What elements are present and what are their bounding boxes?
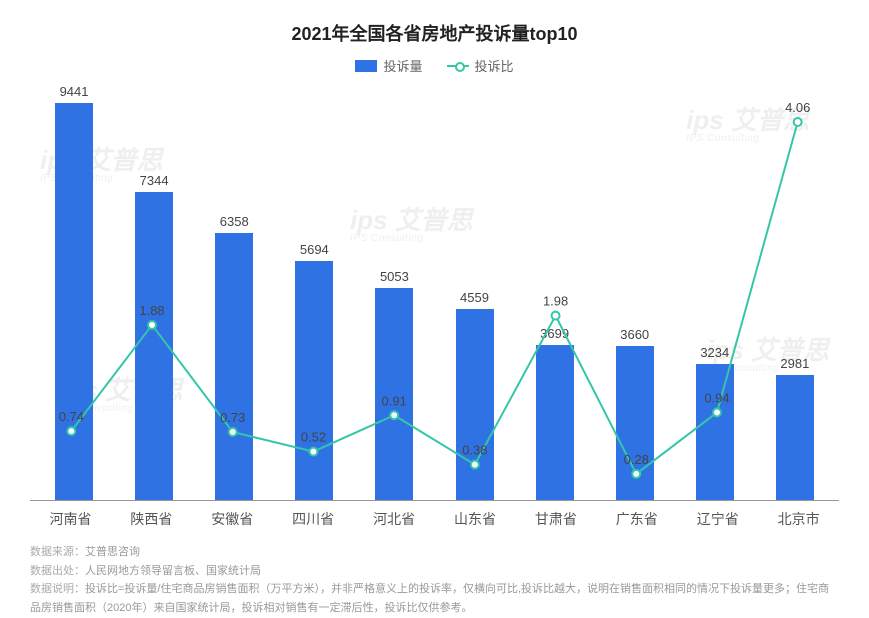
x-tick-label: 安徽省 (192, 509, 273, 529)
x-tick-label: 河北省 (354, 509, 435, 529)
bar (456, 309, 494, 500)
bar-slot: 3234 (675, 345, 755, 500)
bar (696, 364, 734, 500)
bar-slot: 3660 (595, 327, 675, 500)
legend-bar-label: 投诉量 (383, 56, 422, 75)
bar-value-label: 9441 (60, 84, 89, 99)
x-tick-label: 甘肃省 (515, 509, 596, 529)
x-tick-label: 山东省 (435, 509, 516, 529)
bar-value-label: 3234 (700, 345, 729, 360)
bar (616, 346, 654, 500)
bar-slot: 3699 (515, 326, 595, 500)
bar-value-label: 5694 (300, 242, 329, 257)
footer-notes: 数据来源：艾普思咨询 数据出处：人民网地方领导留言板、国家统计局 数据说明：投诉… (30, 543, 839, 618)
bar-slot: 6358 (194, 214, 274, 500)
bars-group: 9441 7344 6358 5694 5053 4559 3699 3660 3234 2981 (30, 81, 839, 500)
legend-line: 投诉比 (447, 56, 514, 75)
x-tick-label: 陕西省 (111, 509, 192, 529)
bar-value-label: 3699 (540, 326, 569, 341)
bar-slot: 5694 (274, 242, 354, 500)
chart-title: 2021年全国各省房地产投诉量top10 (30, 20, 839, 46)
bar-value-label: 5053 (380, 269, 409, 284)
bar (55, 103, 93, 500)
x-tick-label: 河南省 (30, 509, 111, 529)
bar (375, 288, 413, 500)
bar (536, 345, 574, 500)
bar (295, 261, 333, 500)
bar-value-label: 2981 (780, 356, 809, 371)
x-tick-label: 四川省 (273, 509, 354, 529)
legend-bar-swatch (355, 60, 377, 72)
bar-value-label: 6358 (220, 214, 249, 229)
x-tick-label: 广东省 (596, 509, 677, 529)
bar-slot: 7344 (114, 173, 194, 500)
bar-value-label: 7344 (140, 173, 169, 188)
legend-line-label: 投诉比 (475, 56, 514, 75)
x-tick-label: 北京市 (758, 509, 839, 529)
plot-area: 9441 7344 6358 5694 5053 4559 3699 3660 3234 2981… (30, 81, 839, 501)
bar (776, 375, 814, 500)
chart-container: ips 艾普思IPS Consulting ips 艾普思IPS Consult… (0, 0, 869, 601)
bar-value-label: 3660 (620, 327, 649, 342)
bar-slot: 2981 (755, 356, 835, 500)
x-tick-label: 辽宁省 (677, 509, 758, 529)
bar-slot: 4559 (434, 290, 514, 500)
bar-slot: 5053 (354, 269, 434, 500)
bar (215, 233, 253, 500)
legend-bar: 投诉量 (355, 56, 422, 75)
legend: 投诉量 投诉比 (30, 56, 839, 75)
legend-line-swatch (447, 65, 469, 67)
x-axis: 河南省陕西省安徽省四川省河北省山东省甘肃省广东省辽宁省北京市 (30, 509, 839, 529)
bar-value-label: 4559 (460, 290, 489, 305)
bar-slot: 9441 (34, 84, 114, 500)
bar (135, 192, 173, 500)
